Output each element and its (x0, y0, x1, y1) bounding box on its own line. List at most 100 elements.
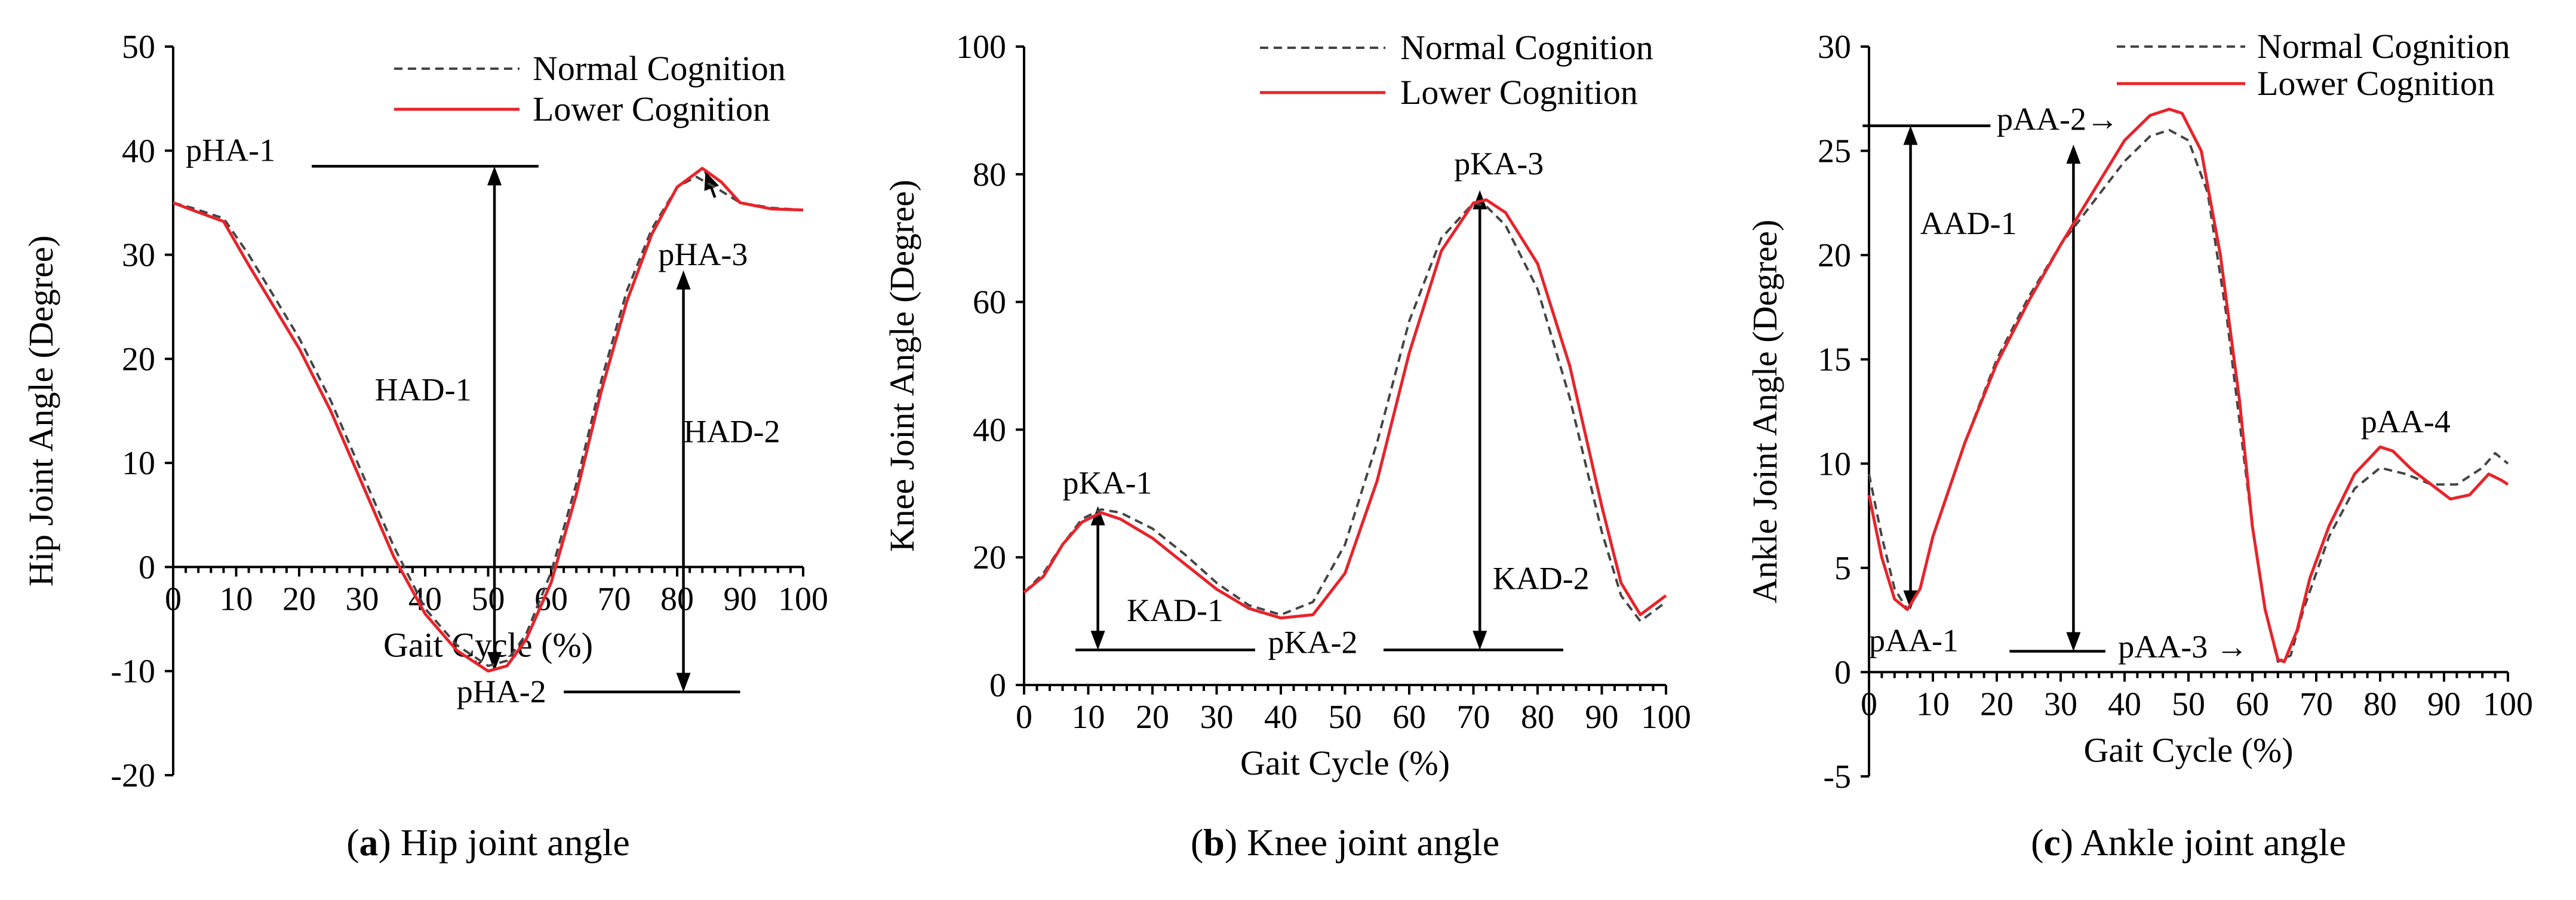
hip-y-tick-label: 30 (122, 237, 155, 274)
hip-y-axis-label: Hip Joint Angle (Degree) (21, 235, 60, 586)
knee-annotation: KAD-1 (1127, 592, 1224, 628)
knee-y-tick-label: 100 (956, 29, 1006, 66)
hip-x-tick-label: 10 (220, 580, 253, 618)
ankle-y-tick-label: 30 (1818, 29, 1851, 66)
hip-x-tick-label: 90 (724, 580, 757, 618)
ankle-y-tick-label: 25 (1818, 133, 1851, 170)
hip-range-arrowhead-top (487, 166, 502, 186)
ankle-x-tick-label: 40 (2108, 686, 2141, 723)
ankle-annotation: pAA-1 (1869, 623, 1959, 659)
knee-y-axis-label: Knee Joint Angle (Degree) (883, 180, 921, 552)
knee-y-tick-label: 80 (973, 156, 1006, 193)
knee-x-tick-label: 100 (1641, 699, 1691, 736)
hip-x-tick-label: 20 (282, 580, 316, 618)
ankle-y-tick-label: 10 (1818, 446, 1851, 483)
ankle-annotation: AAD-1 (1920, 205, 2017, 241)
knee-x-tick-label: 50 (1329, 699, 1362, 736)
ankle-range-arrowhead-bottom (2066, 632, 2081, 652)
ankle-annotation: pAA-2→ (1997, 102, 2119, 137)
knee-annotation: KAD-2 (1493, 561, 1590, 597)
ankle-x-axis-label: Gait Cycle (%) (2083, 730, 2293, 769)
hip-series-normal-cognition (173, 175, 804, 667)
ankle-x-tick-label: 10 (1916, 686, 1950, 723)
hip-y-tick-label: 20 (122, 341, 155, 378)
knee-x-tick-label: 90 (1585, 699, 1619, 736)
knee-annotation: pKA-2 (1268, 625, 1358, 661)
ankle-caption: (c) Ankle joint angle (2031, 821, 2346, 864)
ankle-x-tick-label: 50 (2172, 686, 2205, 723)
knee-y-tick-label: 60 (973, 284, 1006, 321)
hip-legend-label: Lower Cognition (533, 90, 770, 128)
ankle-y-tick-label: 5 (1834, 550, 1851, 587)
hip-caption: (a) Hip joint angle (346, 821, 630, 864)
knee-range-arrowhead-bottom (1090, 631, 1105, 650)
knee-range-arrowhead-bottom (1473, 631, 1487, 650)
hip-y-tick-label: 10 (122, 445, 155, 482)
ankle-x-tick-label: 80 (2363, 686, 2397, 723)
knee-series-normal-cognition (1023, 201, 1667, 623)
ankle-legend-label: Lower Cognition (2257, 64, 2495, 103)
ankle-series-lower-cognition (1867, 107, 2509, 664)
hip-x-tick-label: 30 (346, 580, 379, 618)
knee-x-tick-label: 60 (1392, 699, 1426, 736)
knee-angle-chart: 0 20 40 60 80 100 0 10 20 30 40 50 60 70 80 90 100 Gait C… (883, 28, 1691, 864)
ankle-x-tick-label: 60 (2236, 686, 2269, 723)
hip-y-tick-label: -10 (110, 653, 155, 690)
ankle-x-tick-label: 30 (2044, 686, 2077, 723)
hip-x-axis-label: Gait Cycle (%) (383, 625, 593, 664)
knee-x-tick-label: 20 (1136, 699, 1169, 736)
knee-annotation: pKA-1 (1063, 465, 1152, 500)
hip-annotation: pHA-2 (457, 674, 546, 709)
ankle-y-tick-label: 15 (1818, 342, 1851, 379)
hip-y-tick-label: -20 (110, 757, 155, 794)
hip-annotation: HAD-2 (684, 413, 780, 449)
ankle-x-tick-label: 100 (2483, 686, 2533, 723)
hip-x-tick-label: 100 (778, 580, 828, 618)
knee-x-axis-label: Gait Cycle (%) (1240, 744, 1450, 782)
ankle-annotation: pAA-3 → (2118, 629, 2248, 665)
knee-caption: (b) Knee joint angle (1191, 821, 1499, 864)
hip-annotation: pHA-1 (186, 133, 275, 168)
hip-y-tick-label: 40 (122, 133, 155, 170)
hip-x-tick-label: 50 (472, 580, 505, 618)
ankle-annotation: pAA-4 (2361, 404, 2451, 440)
knee-series-lower-cognition (1023, 198, 1667, 620)
knee-x-tick-label: 80 (1521, 699, 1554, 736)
hip-legend-label: Normal Cognition (533, 49, 786, 88)
ankle-legend-label: Normal Cognition (2257, 27, 2510, 66)
ankle-range-arrowhead-top (1903, 125, 1918, 145)
knee-x-tick-label: 30 (1200, 699, 1234, 736)
knee-legend-label: Normal Cognition (1400, 28, 1653, 67)
knee-x-tick-label: 10 (1072, 699, 1105, 736)
ankle-y-tick-label: 0 (1834, 654, 1851, 691)
hip-y-tick-label: 50 (122, 29, 155, 66)
ankle-y-axis-label: Ankle Joint Angle (Degree) (1745, 220, 1784, 604)
ankle-range-arrowhead-bottom (1903, 590, 1918, 610)
hip-range-arrowhead-top (676, 270, 691, 290)
knee-y-tick-label: 40 (973, 411, 1006, 449)
ankle-angle-chart: -5 0 5 10 15 20 25 30 0 10 20 30 40 50 60 70 80 90 100 Gait… (1745, 27, 2533, 864)
ankle-x-tick-label: 90 (2427, 686, 2461, 723)
knee-legend-label: Lower Cognition (1400, 73, 1638, 112)
knee-x-tick-label: 40 (1264, 699, 1298, 736)
ankle-x-tick-label: 20 (1980, 686, 2014, 723)
ankle-y-tick-label: -5 (1823, 758, 1851, 795)
hip-range-arrowhead-bottom (487, 652, 502, 671)
knee-annotation: pKA-3 (1454, 146, 1544, 182)
hip-annotation: pHA-3 (658, 236, 748, 272)
hip-x-tick-label: 80 (660, 580, 694, 618)
ankle-x-tick-label: 0 (1861, 686, 1877, 723)
knee-x-tick-label: 0 (1016, 699, 1032, 736)
ankle-range-arrowhead-top (2066, 145, 2081, 164)
ankle-y-tick-label: 20 (1818, 237, 1851, 274)
hip-range-arrowhead-bottom (676, 672, 691, 692)
hip-series-lower-cognition (173, 167, 804, 673)
hip-annotation: HAD-1 (375, 372, 472, 408)
knee-y-tick-label: 0 (989, 667, 1006, 704)
hip-y-tick-label: 0 (139, 549, 155, 586)
ankle-x-tick-label: 70 (2300, 686, 2333, 723)
knee-x-tick-label: 70 (1457, 699, 1490, 736)
knee-y-tick-label: 20 (973, 539, 1006, 576)
